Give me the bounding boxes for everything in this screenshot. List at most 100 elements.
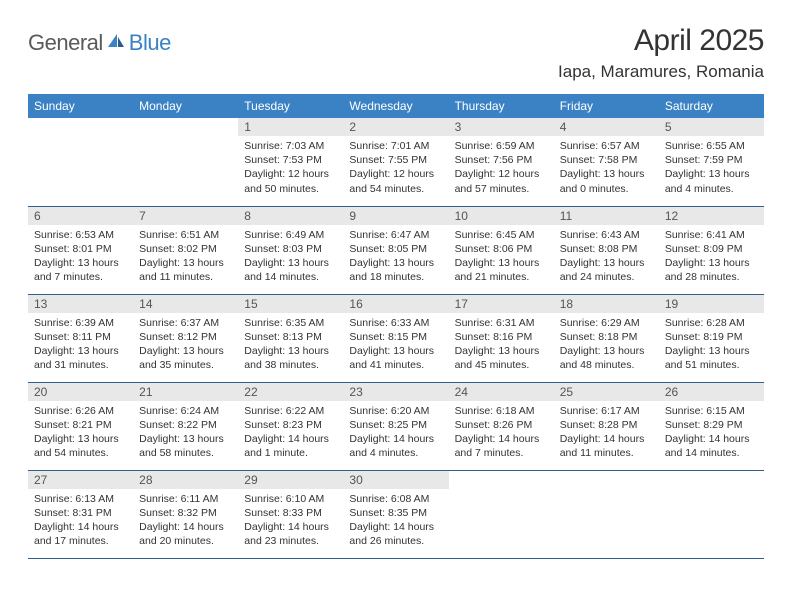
- day-number: 11: [554, 207, 659, 225]
- calendar-cell: 22Sunrise: 6:22 AMSunset: 8:23 PMDayligh…: [238, 382, 343, 470]
- calendar-cell: 11Sunrise: 6:43 AMSunset: 8:08 PMDayligh…: [554, 206, 659, 294]
- calendar-cell: 19Sunrise: 6:28 AMSunset: 8:19 PMDayligh…: [659, 294, 764, 382]
- calendar-table: Sunday Monday Tuesday Wednesday Thursday…: [28, 94, 764, 559]
- calendar-cell: 27Sunrise: 6:13 AMSunset: 8:31 PMDayligh…: [28, 470, 133, 558]
- day-number: 19: [659, 295, 764, 313]
- calendar-row: 6Sunrise: 6:53 AMSunset: 8:01 PMDaylight…: [28, 206, 764, 294]
- title-block: April 2025 Iapa, Maramures, Romania: [558, 24, 764, 82]
- day-number: 6: [28, 207, 133, 225]
- day-details: Sunrise: 6:33 AMSunset: 8:15 PMDaylight:…: [343, 313, 448, 377]
- day-details: Sunrise: 6:29 AMSunset: 8:18 PMDaylight:…: [554, 313, 659, 377]
- calendar-cell: 24Sunrise: 6:18 AMSunset: 8:26 PMDayligh…: [449, 382, 554, 470]
- calendar-cell: 21Sunrise: 6:24 AMSunset: 8:22 PMDayligh…: [133, 382, 238, 470]
- day-number: 27: [28, 471, 133, 489]
- day-details: Sunrise: 6:08 AMSunset: 8:35 PMDaylight:…: [343, 489, 448, 553]
- weekday-header: Wednesday: [343, 94, 448, 118]
- day-details: Sunrise: 6:26 AMSunset: 8:21 PMDaylight:…: [28, 401, 133, 465]
- day-number: 9: [343, 207, 448, 225]
- day-number: 16: [343, 295, 448, 313]
- calendar-cell: 5Sunrise: 6:55 AMSunset: 7:59 PMDaylight…: [659, 118, 764, 206]
- logo: General Blue: [28, 30, 171, 56]
- day-details: Sunrise: 6:10 AMSunset: 8:33 PMDaylight:…: [238, 489, 343, 553]
- logo-text-blue: Blue: [129, 30, 171, 56]
- calendar-row: 20Sunrise: 6:26 AMSunset: 8:21 PMDayligh…: [28, 382, 764, 470]
- day-details: Sunrise: 7:01 AMSunset: 7:55 PMDaylight:…: [343, 136, 448, 200]
- calendar-cell: 30Sunrise: 6:08 AMSunset: 8:35 PMDayligh…: [343, 470, 448, 558]
- day-number: 28: [133, 471, 238, 489]
- day-details: Sunrise: 6:53 AMSunset: 8:01 PMDaylight:…: [28, 225, 133, 289]
- calendar-cell: 12Sunrise: 6:41 AMSunset: 8:09 PMDayligh…: [659, 206, 764, 294]
- calendar-cell: 28Sunrise: 6:11 AMSunset: 8:32 PMDayligh…: [133, 470, 238, 558]
- calendar-cell: 13Sunrise: 6:39 AMSunset: 8:11 PMDayligh…: [28, 294, 133, 382]
- calendar-cell: [554, 470, 659, 558]
- day-details: Sunrise: 6:28 AMSunset: 8:19 PMDaylight:…: [659, 313, 764, 377]
- day-number: 26: [659, 383, 764, 401]
- calendar-cell: 7Sunrise: 6:51 AMSunset: 8:02 PMDaylight…: [133, 206, 238, 294]
- day-details: Sunrise: 7:03 AMSunset: 7:53 PMDaylight:…: [238, 136, 343, 200]
- day-details: Sunrise: 6:43 AMSunset: 8:08 PMDaylight:…: [554, 225, 659, 289]
- calendar-cell: 18Sunrise: 6:29 AMSunset: 8:18 PMDayligh…: [554, 294, 659, 382]
- day-details: Sunrise: 6:57 AMSunset: 7:58 PMDaylight:…: [554, 136, 659, 200]
- weekday-header: Friday: [554, 94, 659, 118]
- calendar-row: 1Sunrise: 7:03 AMSunset: 7:53 PMDaylight…: [28, 118, 764, 206]
- calendar-cell: 25Sunrise: 6:17 AMSunset: 8:28 PMDayligh…: [554, 382, 659, 470]
- day-number: 4: [554, 118, 659, 136]
- calendar-cell: 23Sunrise: 6:20 AMSunset: 8:25 PMDayligh…: [343, 382, 448, 470]
- day-details: Sunrise: 6:49 AMSunset: 8:03 PMDaylight:…: [238, 225, 343, 289]
- day-number: 1: [238, 118, 343, 136]
- day-number: 18: [554, 295, 659, 313]
- calendar-cell: [133, 118, 238, 206]
- day-number: 24: [449, 383, 554, 401]
- day-details: Sunrise: 6:45 AMSunset: 8:06 PMDaylight:…: [449, 225, 554, 289]
- weekday-header: Monday: [133, 94, 238, 118]
- weekday-header-row: Sunday Monday Tuesday Wednesday Thursday…: [28, 94, 764, 118]
- weekday-header: Saturday: [659, 94, 764, 118]
- calendar-row: 27Sunrise: 6:13 AMSunset: 8:31 PMDayligh…: [28, 470, 764, 558]
- calendar-cell: [449, 470, 554, 558]
- day-number: 5: [659, 118, 764, 136]
- calendar-cell: 20Sunrise: 6:26 AMSunset: 8:21 PMDayligh…: [28, 382, 133, 470]
- day-details: Sunrise: 6:18 AMSunset: 8:26 PMDaylight:…: [449, 401, 554, 465]
- calendar-cell: 29Sunrise: 6:10 AMSunset: 8:33 PMDayligh…: [238, 470, 343, 558]
- day-details: Sunrise: 6:17 AMSunset: 8:28 PMDaylight:…: [554, 401, 659, 465]
- day-number: 17: [449, 295, 554, 313]
- day-number: 8: [238, 207, 343, 225]
- day-details: Sunrise: 6:39 AMSunset: 8:11 PMDaylight:…: [28, 313, 133, 377]
- day-details: Sunrise: 6:13 AMSunset: 8:31 PMDaylight:…: [28, 489, 133, 553]
- day-number: 29: [238, 471, 343, 489]
- calendar-cell: 17Sunrise: 6:31 AMSunset: 8:16 PMDayligh…: [449, 294, 554, 382]
- weekday-header: Tuesday: [238, 94, 343, 118]
- location: Iapa, Maramures, Romania: [558, 62, 764, 82]
- calendar-cell: 26Sunrise: 6:15 AMSunset: 8:29 PMDayligh…: [659, 382, 764, 470]
- calendar-cell: 3Sunrise: 6:59 AMSunset: 7:56 PMDaylight…: [449, 118, 554, 206]
- day-details: Sunrise: 6:11 AMSunset: 8:32 PMDaylight:…: [133, 489, 238, 553]
- day-details: Sunrise: 6:15 AMSunset: 8:29 PMDaylight:…: [659, 401, 764, 465]
- day-details: Sunrise: 6:41 AMSunset: 8:09 PMDaylight:…: [659, 225, 764, 289]
- sail-icon: [106, 32, 126, 55]
- calendar-row: 13Sunrise: 6:39 AMSunset: 8:11 PMDayligh…: [28, 294, 764, 382]
- calendar-cell: 8Sunrise: 6:49 AMSunset: 8:03 PMDaylight…: [238, 206, 343, 294]
- day-details: Sunrise: 6:59 AMSunset: 7:56 PMDaylight:…: [449, 136, 554, 200]
- day-number: 13: [28, 295, 133, 313]
- day-number: 30: [343, 471, 448, 489]
- calendar-cell: [659, 470, 764, 558]
- day-number: 23: [343, 383, 448, 401]
- day-details: Sunrise: 6:22 AMSunset: 8:23 PMDaylight:…: [238, 401, 343, 465]
- header: General Blue April 2025 Iapa, Maramures,…: [28, 24, 764, 82]
- day-number: 15: [238, 295, 343, 313]
- calendar-cell: 14Sunrise: 6:37 AMSunset: 8:12 PMDayligh…: [133, 294, 238, 382]
- calendar-cell: 9Sunrise: 6:47 AMSunset: 8:05 PMDaylight…: [343, 206, 448, 294]
- day-number: 2: [343, 118, 448, 136]
- day-number: 21: [133, 383, 238, 401]
- day-number: 7: [133, 207, 238, 225]
- day-details: Sunrise: 6:24 AMSunset: 8:22 PMDaylight:…: [133, 401, 238, 465]
- day-details: Sunrise: 6:37 AMSunset: 8:12 PMDaylight:…: [133, 313, 238, 377]
- day-details: Sunrise: 6:47 AMSunset: 8:05 PMDaylight:…: [343, 225, 448, 289]
- day-number: 20: [28, 383, 133, 401]
- calendar-cell: 16Sunrise: 6:33 AMSunset: 8:15 PMDayligh…: [343, 294, 448, 382]
- calendar-cell: 4Sunrise: 6:57 AMSunset: 7:58 PMDaylight…: [554, 118, 659, 206]
- calendar-cell: 10Sunrise: 6:45 AMSunset: 8:06 PMDayligh…: [449, 206, 554, 294]
- calendar-cell: 15Sunrise: 6:35 AMSunset: 8:13 PMDayligh…: [238, 294, 343, 382]
- month-title: April 2025: [558, 24, 764, 58]
- day-number: 25: [554, 383, 659, 401]
